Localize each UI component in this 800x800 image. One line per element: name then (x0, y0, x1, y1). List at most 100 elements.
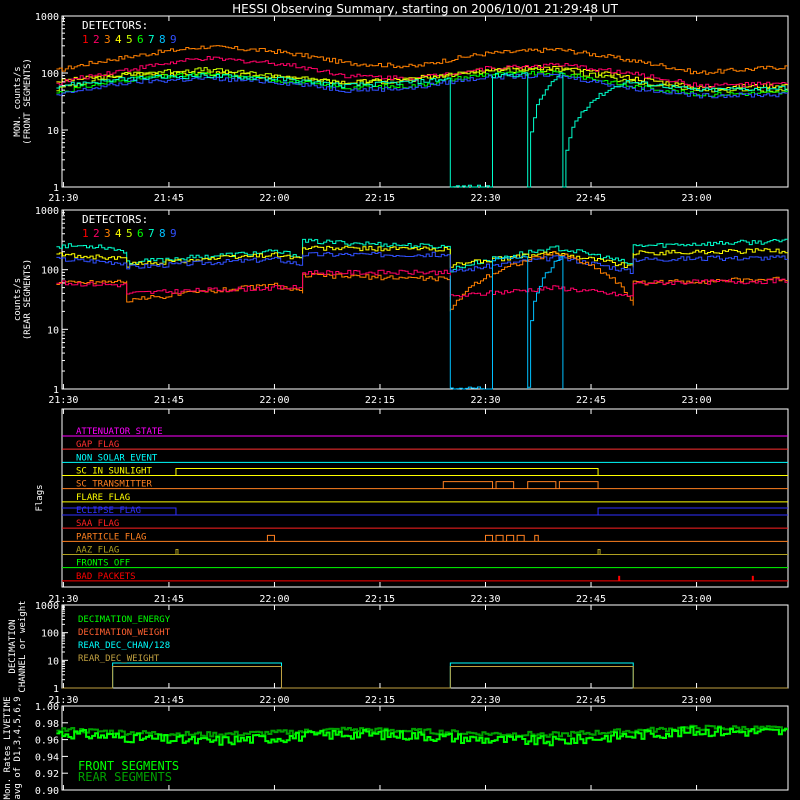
rear-rates-xtick-label: 22:00 (259, 395, 289, 406)
livetime-ytick-label: 0.96 (35, 736, 59, 747)
rear-rates-detector-3: 3 (104, 227, 111, 240)
front-rates-ylabel-1: (FRONT SEGMENTS) (23, 58, 33, 145)
flag-transmitter-pulse-2 (527, 481, 557, 489)
flag-label-8: PARTICLE_FLAG (76, 532, 146, 542)
flags-xtick-label: 21:30 (48, 594, 78, 605)
decimation-ytick-label: 10 (47, 656, 59, 667)
decimation-ylabel-0: DECIMATION (8, 619, 18, 673)
flag-particle-pulse-3 (506, 534, 515, 542)
rear-rates-detector-9: 9 (170, 227, 177, 240)
flags-xtick-label: 23:00 (681, 594, 711, 605)
decimation-legend-2: REAR_DEC_CHAN/128 (78, 641, 170, 651)
front-rates-detector-8: 8 (159, 33, 166, 46)
front-rates-frame (61, 15, 789, 188)
flag-label-2: NON_SOLAR_EVENT (76, 453, 158, 463)
front-rates-ytick-label: 1 (53, 183, 59, 194)
rear-rates-xtick-label: 23:00 (681, 395, 711, 406)
flag-particle-pulse-5 (534, 534, 539, 542)
front-rates-xtick-label: 22:30 (470, 193, 500, 204)
rear-rates-detector-6: 6 (137, 227, 144, 240)
front-rates-series-3 (56, 67, 788, 93)
flag-particle-pulse-0 (266, 534, 275, 542)
rear-rates-ytick-label: 1 (53, 385, 59, 396)
decimation-ytick-label: 1000 (35, 601, 59, 612)
livetime-legend-1: REAR SEGMENTS (78, 770, 172, 784)
front-rates-series-5 (56, 73, 788, 99)
front-rates-ylabel-0: MON. counts/s (13, 66, 23, 136)
front-rates-xtick-label: 22:15 (365, 193, 395, 204)
decimation-ytick-label: 100 (41, 629, 59, 640)
front-rates-detector-3: 3 (104, 33, 111, 46)
rear-rates-series-1 (56, 245, 788, 268)
rear-rates-detector-1: 1 (82, 227, 89, 240)
front-rates-xtick-label: 21:45 (154, 193, 184, 204)
front-rates-xtick-label: 23:00 (681, 193, 711, 204)
rear-rates-series-4 (56, 269, 788, 298)
rear-rates-xtick-label: 22:45 (576, 395, 606, 406)
front-rates-series-2 (56, 45, 788, 75)
flag-label-3: SC_IN_SUNLIGHT (76, 467, 152, 477)
front-rates-detector-5: 5 (126, 33, 133, 46)
decimation-xtick-label: 22:00 (259, 695, 289, 706)
flag-label-10: FRONTS_OFF (76, 559, 130, 569)
rear-rates-detector-7: 7 (148, 227, 155, 240)
decimation-frame (61, 604, 789, 689)
decimation-xtick-label: 22:30 (470, 695, 500, 706)
flags-xtick-label: 21:45 (154, 594, 184, 605)
decimation-rear-weight-line (62, 665, 788, 689)
flag-label-0: ATTENUATOR_STATE (76, 427, 163, 437)
rear-rates-ytick-label: 1000 (35, 206, 59, 217)
flag-aaz-spike-0 (175, 549, 179, 555)
flag-transmitter-pulse-3 (558, 481, 599, 489)
front-rates-series-6 (56, 72, 788, 188)
livetime-frame (61, 705, 789, 791)
decimation-xtick-label: 21:30 (48, 695, 78, 706)
livetime-ytick-label: 1.00 (35, 702, 59, 713)
rear-rates-frame (61, 209, 789, 390)
livetime-ylabel-0: Mon. Rates LIVETIME (3, 697, 13, 800)
front-rates-detector-9: 9 (170, 33, 177, 46)
flag-label-7: SAA_FLAG (76, 519, 119, 529)
livetime-ytick-label: 0.98 (35, 719, 59, 730)
livetime-rear-line (56, 724, 788, 738)
flag-particle-pulse-1 (485, 534, 494, 542)
flag-label-11: BAD_PACKETS (76, 572, 136, 582)
decimation-legend-1: DECIMATION_WEIGHT (78, 628, 171, 638)
chart-title: HESSI Observing Summary, starting on 200… (232, 2, 618, 16)
flag-label-4: SC_TRANSMITTER (76, 480, 152, 490)
rear-rates-ylabel-1: (REAR SEGMENTS) (23, 259, 33, 340)
front-rates-ytick-label: 10 (47, 126, 59, 137)
flags-frame (61, 408, 789, 588)
front-rates-ytick-label: 100 (41, 69, 59, 80)
front-rates-detectors-title: DETECTORS: (82, 19, 148, 32)
decimation-xtick-label: 22:45 (576, 695, 606, 706)
rear-rates-ytick-label: 10 (47, 325, 59, 336)
flags-xtick-label: 22:00 (259, 594, 289, 605)
rear-rates-detector-8: 8 (159, 227, 166, 240)
front-rates-detector-2: 2 (93, 33, 100, 46)
front-rates-ytick-label: 1000 (35, 12, 59, 23)
decimation-legend-3: REAR_DEC_WEIGHT (78, 654, 160, 664)
decimation-xtick-label: 23:00 (681, 695, 711, 706)
front-rates-xtick-label: 22:00 (259, 193, 289, 204)
front-rates-xtick-label: 21:30 (48, 193, 78, 204)
rear-rates-series-5 (449, 255, 564, 390)
rear-rates-detectors-title: DETECTORS: (82, 213, 148, 226)
front-rates-detector-7: 7 (148, 33, 155, 46)
rear-rates-xtick-label: 21:30 (48, 395, 78, 406)
rear-rates-series-2 (56, 251, 788, 274)
livetime-front-line (56, 726, 788, 747)
rear-rates-ytick-label: 100 (41, 266, 59, 277)
front-rates-detector-4: 4 (115, 33, 122, 46)
flag-label-9: AAZ_FLAG (76, 546, 119, 556)
livetime-ytick-label: 0.90 (35, 786, 59, 797)
flag-label-5: FLARE_FLAG (76, 493, 130, 503)
rear-rates-detector-4: 4 (115, 227, 122, 240)
flag-aaz-spike-1 (597, 549, 601, 555)
livetime-legend-0: FRONT SEGMENTS (78, 759, 179, 773)
front-rates-detector-1: 1 (82, 33, 89, 46)
flag-label-1: GAP_FLAG (76, 440, 119, 450)
front-rates-xtick-label: 22:45 (576, 193, 606, 204)
